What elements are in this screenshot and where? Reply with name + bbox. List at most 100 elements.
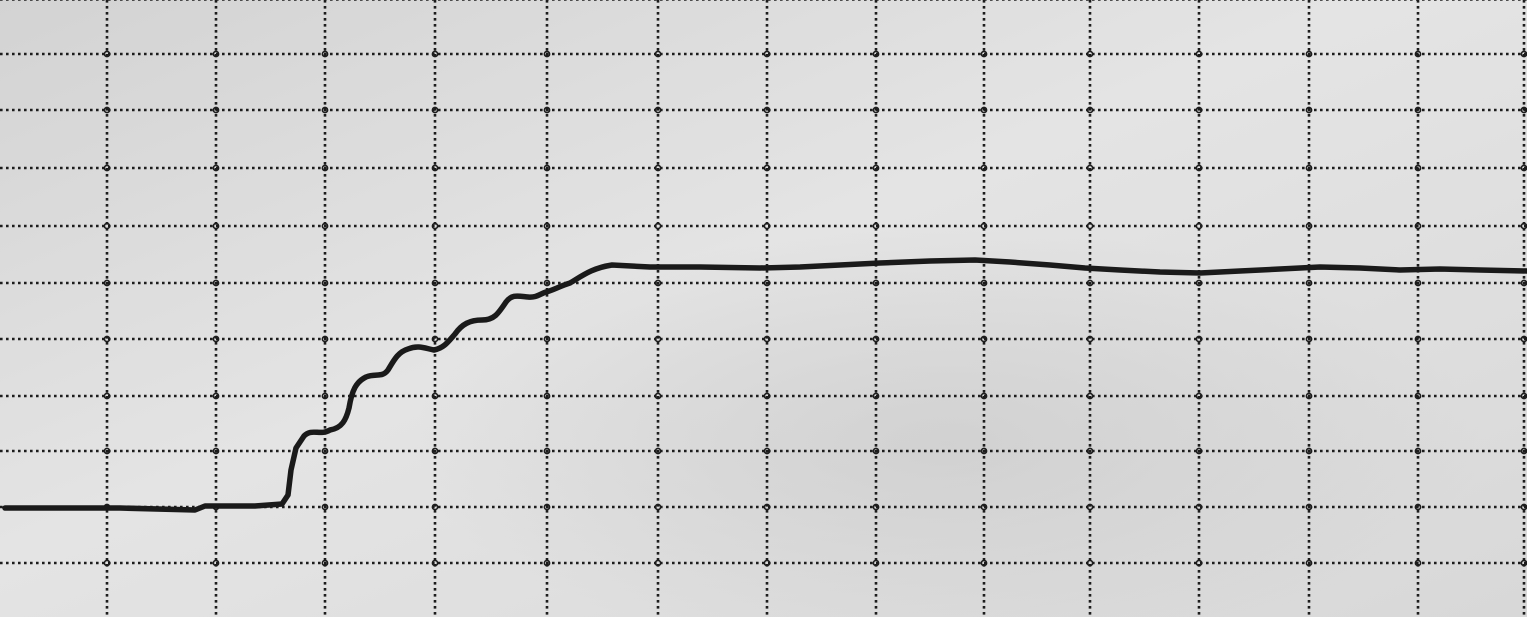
grid-intersection-marker bbox=[543, 50, 551, 58]
grid-intersection-marker bbox=[980, 106, 988, 114]
grid-intersection-marker bbox=[1414, 335, 1422, 343]
grid-intersection-marker bbox=[763, 50, 771, 58]
grid-intersection-marker bbox=[212, 559, 220, 567]
grid-intersection-marker bbox=[431, 222, 439, 230]
grid-intersection-marker bbox=[543, 392, 551, 400]
grid-intersection-marker bbox=[1195, 559, 1203, 567]
recorded-trace bbox=[2, 257, 1527, 513]
grid-intersection-marker bbox=[543, 559, 551, 567]
grid-intersection-marker bbox=[543, 447, 551, 455]
grid-intersection-marker bbox=[872, 335, 880, 343]
grid-intersection-marker bbox=[103, 335, 111, 343]
grid-intersection-marker bbox=[654, 50, 662, 58]
grid-intersection-marker bbox=[431, 164, 439, 172]
grid-intersection-marker bbox=[543, 503, 551, 511]
grid-intersection-marker bbox=[763, 392, 771, 400]
grid-intersection-marker bbox=[763, 222, 771, 230]
grid-intersection-marker bbox=[212, 50, 220, 58]
grid-intersection-marker bbox=[431, 50, 439, 58]
grid-intersection-marker bbox=[1195, 164, 1203, 172]
grid-intersection-marker bbox=[654, 559, 662, 567]
grid-intersection-marker bbox=[1195, 222, 1203, 230]
grid-intersection-marker bbox=[654, 279, 662, 287]
grid-intersection-marker bbox=[980, 279, 988, 287]
grid-intersection-marker bbox=[872, 50, 880, 58]
grid-intersection-marker bbox=[321, 279, 329, 287]
grid-intersection-marker bbox=[654, 164, 662, 172]
grid-intersection-marker bbox=[212, 279, 220, 287]
grid-intersection-marker bbox=[103, 392, 111, 400]
grid-intersection-marker bbox=[763, 164, 771, 172]
grid-intersection-marker bbox=[212, 392, 220, 400]
grid-intersection-marker bbox=[1414, 559, 1422, 567]
grid-intersection-marker bbox=[431, 447, 439, 455]
grid-intersection-marker bbox=[1195, 503, 1203, 511]
grid-intersection-marker bbox=[321, 335, 329, 343]
grid-intersection-marker bbox=[103, 279, 111, 287]
grid-intersection-marker bbox=[1414, 503, 1422, 511]
grid-intersection-marker bbox=[980, 503, 988, 511]
grid-intersection-marker bbox=[980, 447, 988, 455]
grid-intersection-marker bbox=[980, 164, 988, 172]
grid-intersection-marker bbox=[543, 222, 551, 230]
grid-intersection-marker bbox=[872, 392, 880, 400]
grid-intersection-marker bbox=[103, 106, 111, 114]
grid-intersection-marker bbox=[321, 447, 329, 455]
grid-intersection-marker bbox=[654, 335, 662, 343]
grid-intersection-marker bbox=[1086, 279, 1094, 287]
grid-intersection-marker bbox=[212, 222, 220, 230]
grid-intersection-marker bbox=[321, 222, 329, 230]
grid-intersection-marker bbox=[543, 279, 551, 287]
grid-intersection-marker bbox=[321, 106, 329, 114]
grid-intersection-marker bbox=[1305, 106, 1313, 114]
grid-intersection-marker bbox=[763, 503, 771, 511]
grid-intersection-marker bbox=[1195, 392, 1203, 400]
grid-intersection-marker bbox=[1305, 50, 1313, 58]
grid-intersection-marker bbox=[1305, 392, 1313, 400]
grid-intersection-marker bbox=[543, 335, 551, 343]
grid-intersection-marker bbox=[1195, 279, 1203, 287]
grid-intersection-marker bbox=[980, 50, 988, 58]
grid-intersection-marker bbox=[321, 50, 329, 58]
grid-intersection-marker bbox=[654, 503, 662, 511]
grid-intersection-marker bbox=[1414, 164, 1422, 172]
grid-intersection-marker bbox=[1086, 335, 1094, 343]
grid-intersection-marker bbox=[872, 106, 880, 114]
grid-intersection-marker bbox=[763, 559, 771, 567]
grid-intersection-marker bbox=[321, 164, 329, 172]
grid-intersection-marker bbox=[212, 106, 220, 114]
grid-intersection-marker bbox=[872, 222, 880, 230]
grid-intersection-marker bbox=[1195, 50, 1203, 58]
grid-intersection-marker bbox=[1414, 392, 1422, 400]
grid-intersection-marker bbox=[543, 106, 551, 114]
grid-intersection-marker bbox=[872, 559, 880, 567]
grid-intersection-marker bbox=[431, 106, 439, 114]
grid-intersection-marker bbox=[321, 503, 329, 511]
grid-intersection-marker bbox=[1305, 222, 1313, 230]
grid-intersection-marker bbox=[321, 559, 329, 567]
grid-intersection-marker bbox=[1195, 335, 1203, 343]
grid-intersection-marker bbox=[1414, 222, 1422, 230]
grid-intersection-marker bbox=[872, 279, 880, 287]
grid-intersection-marker bbox=[763, 335, 771, 343]
grid-intersection-marker bbox=[1086, 222, 1094, 230]
grid-intersection-marker bbox=[431, 279, 439, 287]
grid-intersection-marker bbox=[212, 164, 220, 172]
grid-intersection-marker bbox=[1086, 106, 1094, 114]
grid-intersection-marker bbox=[103, 164, 111, 172]
grid-intersection-marker bbox=[763, 447, 771, 455]
grid-intersection-marker bbox=[1195, 447, 1203, 455]
grid-intersection-marker bbox=[1086, 50, 1094, 58]
grid-intersection-marker bbox=[1086, 559, 1094, 567]
grid-intersection-marker bbox=[1414, 106, 1422, 114]
grid-intersection-marker bbox=[1305, 164, 1313, 172]
grid-intersection-marker bbox=[980, 222, 988, 230]
grid-intersection-marker bbox=[654, 447, 662, 455]
grid-intersection-marker bbox=[654, 106, 662, 114]
grid-intersection-marker bbox=[431, 559, 439, 567]
grid-intersection-marker bbox=[1414, 50, 1422, 58]
grid-intersection-marker bbox=[103, 559, 111, 567]
